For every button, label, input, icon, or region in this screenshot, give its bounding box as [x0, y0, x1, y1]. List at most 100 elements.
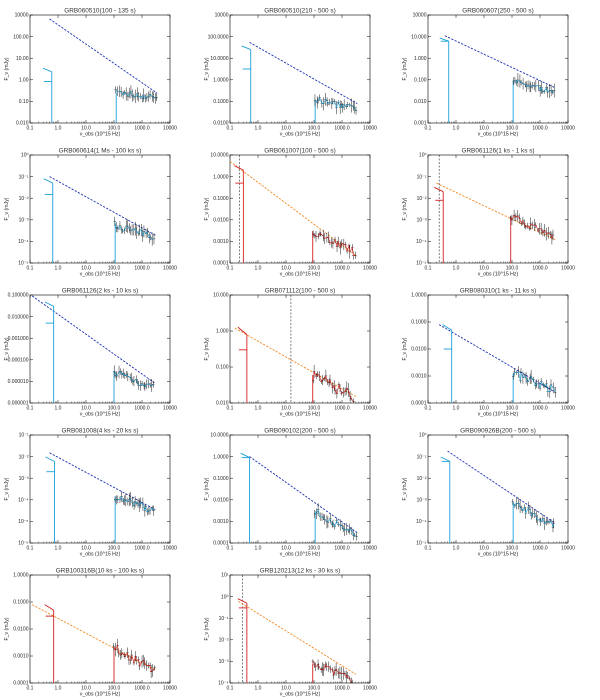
x-tick-label: 100.0 [506, 266, 519, 272]
xray-model-curve [312, 661, 353, 683]
y-tick-label: 0.1000 [411, 320, 427, 326]
x-tick-label: 1.0 [255, 686, 262, 692]
x-tick-label: 0.1 [27, 266, 34, 272]
model-fit-line [49, 18, 158, 94]
plot-area [440, 450, 555, 543]
x-axis-label: ν_obs (10^15 Hz) [80, 552, 121, 558]
model-fit-line [438, 324, 556, 393]
xray-model-curve [114, 371, 154, 388]
y-tick-label: 100.0000 [208, 34, 229, 40]
xray-model-curve [115, 89, 157, 100]
plot-area [45, 452, 156, 543]
x-tick-label: 10000 [561, 126, 575, 132]
xray-model-curve [512, 501, 554, 528]
subplot-8: GRB071112(100 - 500 s) 0.1 1.0 10.0 100.0 100… [204, 288, 377, 418]
y-tick-label: 0.0100 [213, 218, 229, 224]
xray-model-curve [314, 96, 357, 111]
x-tick-label: 100.0 [108, 126, 121, 132]
xray-model-curve [114, 221, 155, 240]
x-tick-label: 1000.0 [334, 126, 350, 132]
plot-area [434, 155, 556, 263]
x-tick-label: 1000.0 [532, 546, 548, 552]
y-tick-label: 1.000 [414, 56, 427, 62]
plot-area [438, 324, 557, 403]
y-tick-label: 1.0000 [411, 293, 427, 299]
x-tick-label: 10.0 [81, 406, 91, 412]
model-fit-line [49, 176, 157, 237]
y-tick-label: 0.0001 [13, 681, 29, 687]
x-tick-label: 1.0 [453, 546, 460, 552]
model-fit-line [31, 295, 156, 384]
optical-spectrum [45, 456, 55, 462]
x-tick-label: 0.1 [227, 406, 234, 412]
y-tick-label: 10⁻⁵ [18, 261, 28, 267]
y-tick-label: 0.0010 [213, 519, 229, 525]
x-tick-label: 1.0 [55, 266, 62, 272]
plot-frame [29, 434, 171, 544]
model-fit-line [234, 327, 357, 398]
x-axis-label: ν_obs (10^15 Hz) [80, 692, 121, 698]
model-fit-line [436, 182, 556, 241]
y-tick-label: 10⁻⁴ [416, 239, 426, 245]
y-tick-label: 10⁻⁵ [18, 519, 28, 525]
plot-frame [29, 14, 171, 124]
x-tick-label: 100.0 [308, 406, 321, 412]
model-fit-line [444, 35, 555, 88]
y-axis-label: F_ν (mJy) [402, 57, 408, 80]
y-tick-label: 10000 [215, 13, 229, 19]
x-axis-label: ν_obs (10^15 Hz) [280, 272, 321, 278]
y-tick-label: 10⁻⁴ [218, 681, 228, 687]
optical-spectrum [44, 604, 54, 611]
y-tick-label: 0.0010 [213, 239, 229, 245]
xray-model-curve [312, 232, 356, 256]
x-tick-label: 1.0 [453, 406, 460, 412]
y-axis-label: F_ν (mJy) [4, 477, 10, 500]
y-tick-label: 10⁻¹ [417, 454, 427, 460]
x-tick-label: 100.0 [308, 126, 321, 132]
x-tick-label: 0.1 [27, 546, 34, 552]
xray-model-curve [115, 495, 154, 513]
x-tick-label: 10000 [163, 266, 177, 272]
y-tick-label: 10000 [413, 13, 427, 19]
y-tick-label: 10⁻³ [417, 218, 427, 224]
xray-model-curve [510, 214, 554, 239]
x-tick-label: 10000 [363, 266, 377, 272]
y-axis-label: F_ν (mJy) [4, 57, 10, 80]
x-tick-label: 100.0 [108, 546, 121, 552]
y-axis-label: F_ν (mJy) [204, 57, 210, 80]
x-tick-label: 0.1 [425, 406, 432, 412]
y-tick-label: 10⁻¹ [417, 174, 427, 180]
x-tick-label: 0.1 [27, 126, 34, 132]
x-tick-label: 0.1 [425, 546, 432, 552]
y-tick-label: 0.010 [16, 121, 29, 127]
x-tick-label: 1.0 [255, 546, 262, 552]
y-axis-label: F_ν (mJy) [402, 337, 408, 360]
x-tick-label: 10.0 [479, 406, 489, 412]
subplot-12: GRB090926B(200 - 500 s) 0.1 1.0 10.0 100.0 10… [402, 428, 575, 558]
x-tick-label: 10000 [163, 686, 177, 692]
x-tick-label: 100.0 [506, 126, 519, 132]
y-tick-label: 10.000 [411, 34, 427, 40]
y-tick-label: 10⁻¹ [19, 174, 29, 180]
y-tick-label: 10.0000 [210, 153, 228, 159]
y-tick-label: 0.1000 [213, 196, 229, 202]
subplot-11: GRB090102(200 - 500 s) 0.1 1.0 10.0 100.0 100… [204, 428, 377, 558]
model-fit-line [49, 452, 156, 511]
y-tick-label: 0.0001 [411, 401, 427, 407]
y-tick-label: 0.000001 [8, 401, 29, 407]
x-tick-label: 1000.0 [134, 126, 150, 132]
x-tick-label: 1.0 [55, 406, 62, 412]
x-tick-label: 1000.0 [134, 266, 150, 272]
plot-frame [427, 14, 569, 124]
y-tick-label: 10⁰ [221, 594, 229, 600]
x-tick-label: 10.0 [479, 546, 489, 552]
subplot-title: GRB090102(200 - 500 s) [264, 428, 335, 435]
plot-area [31, 295, 156, 403]
x-tick-label: 10000 [561, 406, 575, 412]
x-axis-label: ν_obs (10^15 Hz) [478, 552, 519, 558]
x-axis-label: ν_obs (10^15 Hz) [80, 132, 121, 138]
optical-spectrum [439, 37, 449, 42]
optical-spectrum [237, 598, 248, 604]
x-axis-label: ν_obs (10^15 Hz) [478, 272, 519, 278]
